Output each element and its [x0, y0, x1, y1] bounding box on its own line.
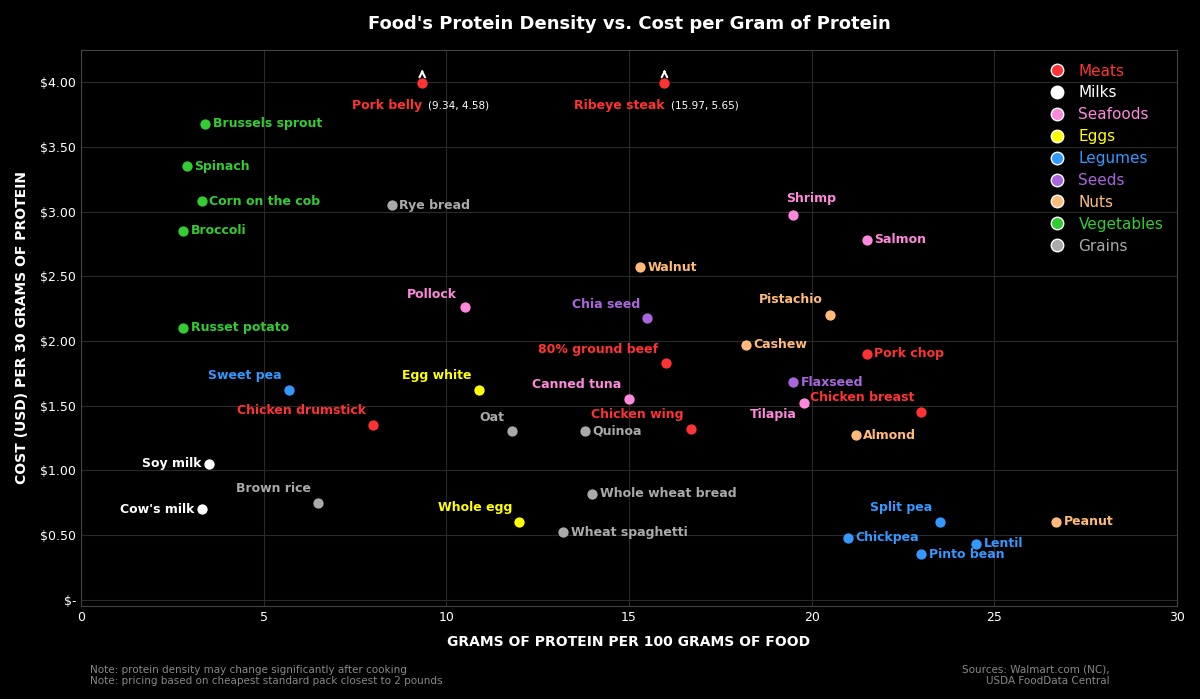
Point: [178, 161, 197, 172]
Text: Tilapia: Tilapia: [750, 408, 797, 421]
Text: Chickpea: Chickpea: [856, 531, 919, 544]
Text: Broccoli: Broccoli: [191, 224, 246, 238]
Point: [839, 532, 858, 543]
Text: Cow's milk: Cow's milk: [120, 503, 194, 516]
Text: Shrimp: Shrimp: [786, 192, 836, 205]
Point: [174, 322, 193, 333]
Text: Sweet pea: Sweet pea: [209, 369, 282, 382]
Y-axis label: COST (USD) PER 30 GRAMS OF PROTEIN: COST (USD) PER 30 GRAMS OF PROTEIN: [14, 171, 29, 484]
Text: Quinoa: Quinoa: [593, 425, 642, 438]
Point: [510, 517, 529, 528]
Text: (9.34, 4.58): (9.34, 4.58): [428, 101, 490, 110]
Text: Flaxseed: Flaxseed: [800, 376, 863, 389]
Point: [413, 78, 432, 89]
Point: [912, 549, 931, 560]
Point: [196, 118, 215, 129]
Text: Lentil: Lentil: [984, 538, 1022, 551]
Text: Chicken wing: Chicken wing: [592, 408, 684, 421]
Point: [280, 384, 299, 396]
Point: [784, 377, 803, 388]
Text: Walnut: Walnut: [647, 261, 697, 273]
Text: Brown rice: Brown rice: [236, 482, 311, 495]
Point: [637, 312, 656, 323]
Text: Rye bread: Rye bread: [398, 199, 470, 212]
Text: Pork chop: Pork chop: [874, 347, 944, 360]
Text: Salmon: Salmon: [874, 233, 926, 247]
Point: [846, 430, 865, 441]
Point: [966, 538, 985, 549]
Text: Chicken breast: Chicken breast: [810, 391, 914, 404]
Point: [630, 261, 649, 273]
Point: [857, 348, 876, 359]
Point: [737, 339, 756, 350]
Text: Spinach: Spinach: [194, 160, 250, 173]
Text: Oat: Oat: [480, 411, 505, 424]
Point: [382, 199, 401, 210]
Text: Sources: Walmart.com (NC),
USDA FoodData Central: Sources: Walmart.com (NC), USDA FoodData…: [962, 665, 1110, 686]
Text: (15.97, 5.65): (15.97, 5.65): [671, 101, 739, 110]
Point: [553, 527, 572, 538]
Text: Cashew: Cashew: [754, 338, 808, 352]
Point: [503, 426, 522, 437]
Legend: Meats, Milks, Seafoods, Eggs, Legumes, Seeds, Nuts, Vegetables, Grains: Meats, Milks, Seafoods, Eggs, Legumes, S…: [1036, 57, 1170, 260]
Point: [857, 234, 876, 245]
Text: Soy milk: Soy milk: [142, 457, 202, 470]
Point: [912, 406, 931, 417]
Point: [174, 225, 193, 236]
Point: [655, 78, 674, 89]
Text: Canned tuna: Canned tuna: [533, 378, 622, 391]
Text: Whole wheat bread: Whole wheat bread: [600, 487, 737, 500]
Text: Peanut: Peanut: [1063, 515, 1114, 528]
Point: [469, 384, 488, 396]
Text: 80% ground beef: 80% ground beef: [538, 343, 659, 356]
Point: [1046, 517, 1066, 528]
Text: Ribeye steak: Ribeye steak: [574, 99, 665, 112]
Title: Food's Protein Density vs. Cost per Gram of Protein: Food's Protein Density vs. Cost per Gram…: [367, 15, 890, 33]
Text: Pinto bean: Pinto bean: [929, 548, 1004, 561]
Text: Almond: Almond: [863, 428, 916, 442]
Point: [619, 394, 638, 405]
Point: [199, 458, 218, 469]
Point: [364, 419, 383, 431]
Text: Whole egg: Whole egg: [438, 501, 512, 514]
Text: Wheat spaghetti: Wheat spaghetti: [570, 526, 688, 539]
Text: Egg white: Egg white: [402, 369, 472, 382]
Point: [784, 210, 803, 221]
Text: Split pea: Split pea: [870, 501, 932, 514]
Point: [930, 517, 949, 528]
Text: Note: protein density may change significantly after cooking
Note: pricing based: Note: protein density may change signifi…: [90, 665, 443, 686]
Point: [656, 357, 676, 368]
Text: Pollock: Pollock: [407, 288, 457, 301]
Point: [794, 398, 814, 409]
Point: [455, 302, 474, 313]
Point: [192, 196, 211, 207]
Point: [192, 503, 211, 514]
Text: Pork belly: Pork belly: [352, 99, 422, 112]
Point: [583, 488, 602, 499]
Point: [821, 310, 840, 321]
Point: [682, 424, 701, 435]
Text: Brussels sprout: Brussels sprout: [212, 117, 322, 130]
Point: [308, 497, 328, 508]
Text: Pistachio: Pistachio: [758, 293, 823, 306]
Text: Russet potato: Russet potato: [191, 322, 289, 334]
Text: Corn on the cob: Corn on the cob: [209, 195, 320, 208]
X-axis label: GRAMS OF PROTEIN PER 100 GRAMS OF FOOD: GRAMS OF PROTEIN PER 100 GRAMS OF FOOD: [448, 635, 810, 649]
Point: [576, 426, 595, 437]
Text: Chia seed: Chia seed: [571, 298, 640, 311]
Text: Chicken drumstick: Chicken drumstick: [236, 404, 366, 417]
